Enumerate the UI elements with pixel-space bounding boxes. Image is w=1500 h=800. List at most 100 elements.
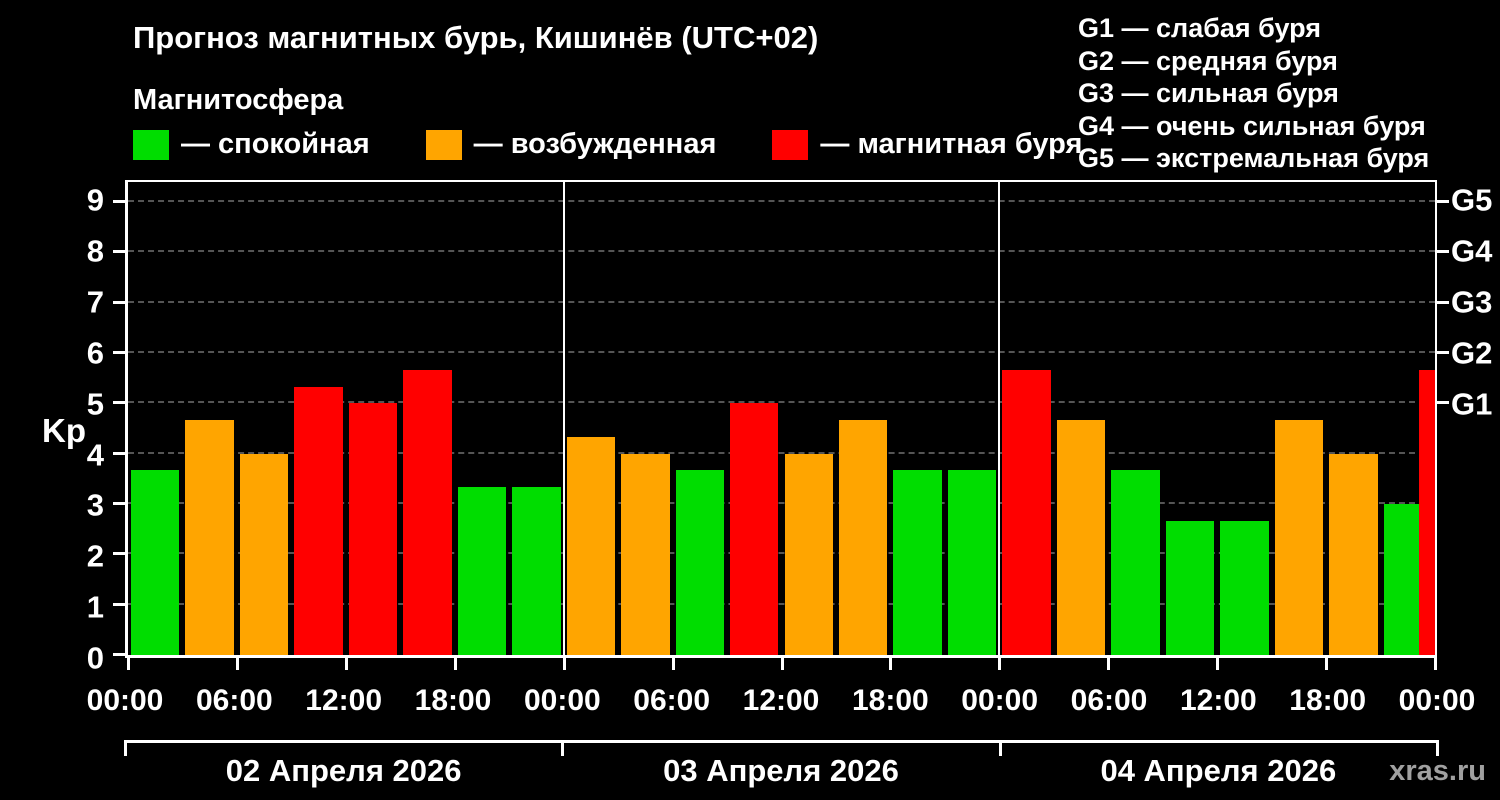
time-label: 00:00 xyxy=(523,684,601,717)
g-tick-label: G5 xyxy=(1451,182,1493,218)
y-axis-tick xyxy=(113,451,125,455)
g-tick-label: G4 xyxy=(1451,233,1493,269)
gridline xyxy=(128,552,1435,555)
gridline xyxy=(128,451,1435,454)
kp-bar xyxy=(1220,520,1269,655)
day-axis-tick xyxy=(561,740,565,756)
g-axis-tick xyxy=(1437,351,1449,355)
kp-bar xyxy=(403,369,452,655)
time-label: 18:00 xyxy=(414,684,492,717)
g-legend-line-g3: G3 — сильная буря xyxy=(1078,78,1339,108)
y-tick-label: 9 xyxy=(86,182,104,218)
kp-bar xyxy=(131,470,180,655)
y-tick-label: 6 xyxy=(86,335,104,371)
legend-label-active: — возбужденная xyxy=(473,128,717,160)
legend-item-quiet: — спокойная xyxy=(133,128,370,161)
x-axis-tick xyxy=(1434,658,1437,670)
day-labels: 02 Апреля 2026 03 Апреля 2026 04 Апреля 20… xyxy=(125,753,1437,793)
legend-item-storm: — магнитная буря xyxy=(772,128,1082,161)
kp-bar xyxy=(294,386,343,655)
legend-label-storm: — магнитная буря xyxy=(820,128,1083,160)
y-tick-label: 5 xyxy=(86,386,104,422)
g-tick-label: G3 xyxy=(1451,284,1493,320)
y-axis-tick xyxy=(113,653,125,656)
gridline xyxy=(128,351,1435,354)
y-axis-labels: 0 1 2 3 4 5 6 7 8 9 xyxy=(0,180,104,674)
kp-bar xyxy=(566,437,616,655)
gridline xyxy=(128,300,1435,303)
magnetosphere-legend: — спокойная — возбужденная — магнитная б… xyxy=(133,128,1082,161)
day-boundary-line xyxy=(562,182,565,655)
y-axis-tick xyxy=(113,401,125,405)
g-legend-line-g5: G5 — экстремальная буря xyxy=(1078,143,1430,173)
kp-bar xyxy=(239,453,289,655)
gridline xyxy=(128,602,1435,605)
y-axis-tick xyxy=(113,300,125,304)
day-axis-tick xyxy=(998,740,1002,756)
legend-swatch-active xyxy=(425,129,462,160)
time-label: 12:00 xyxy=(305,684,383,717)
time-label: 06:00 xyxy=(1070,684,1148,717)
g-legend-line-g2: G2 — средняя буря xyxy=(1078,45,1338,76)
day-label: 02 Апреля 2026 xyxy=(225,753,462,788)
x-axis-tick xyxy=(889,658,893,670)
y-axis-tick xyxy=(113,602,125,606)
g-legend-line-g1: G1 — слабая буря xyxy=(1078,13,1322,43)
kp-bar xyxy=(1419,369,1435,655)
y-tick-label: 4 xyxy=(86,437,104,473)
x-axis-tick xyxy=(1325,658,1329,670)
kp-bar xyxy=(1111,470,1160,655)
kp-bar xyxy=(893,470,942,655)
time-label: 06:00 xyxy=(633,684,711,717)
y-axis-tick xyxy=(113,250,125,254)
x-axis-tick xyxy=(344,658,348,670)
right-axis-labels: G1 G2 G3 G4 G5 xyxy=(1451,180,1500,658)
y-tick-label: 1 xyxy=(86,589,104,625)
x-axis-tick xyxy=(780,658,784,670)
x-axis-tick xyxy=(235,658,239,670)
y-tick-label: 7 xyxy=(86,284,104,320)
legend-swatch-quiet xyxy=(133,129,169,160)
g-legend-line-g4: G4 — очень сильная буря xyxy=(1078,110,1426,141)
x-axis-tick xyxy=(453,658,457,670)
y-axis-tick xyxy=(113,200,125,204)
time-label: 06:00 xyxy=(195,684,273,717)
day-label: 03 Апреля 2026 xyxy=(663,753,899,788)
x-axis-tick xyxy=(127,658,130,670)
kp-bar xyxy=(512,487,561,655)
kp-bar xyxy=(675,470,725,655)
watermark: xras.ru xyxy=(1389,755,1486,787)
legend-label-quiet: — спокойная xyxy=(181,128,370,160)
y-tick-label: 2 xyxy=(86,538,104,574)
g-axis-tick xyxy=(1437,250,1449,254)
kp-bar xyxy=(730,403,779,655)
day-boundary-line xyxy=(998,182,1001,655)
day-axis-tick xyxy=(1436,740,1439,756)
g-axis-tick xyxy=(1437,401,1449,405)
page-title: Прогноз магнитных бурь, Кишинёв (UTC+02) xyxy=(133,20,819,55)
legend-swatch-storm xyxy=(772,129,809,160)
gridline xyxy=(128,200,1435,203)
kp-bar xyxy=(1165,520,1215,655)
g-tick-label: G1 xyxy=(1451,386,1493,422)
y-tick-label: 0 xyxy=(86,640,104,676)
y-axis-title: Kp xyxy=(42,412,86,449)
x-axis-tick xyxy=(998,658,1002,670)
y-axis-tick xyxy=(113,502,125,506)
y-axis-tick xyxy=(113,351,125,355)
x-axis-tick xyxy=(1216,658,1220,670)
g-scale-legend: G1 — слабая буря G2 — средняя буря G3 — … xyxy=(1078,12,1429,175)
gridline xyxy=(128,401,1435,404)
y-tick-label: 3 xyxy=(86,487,104,523)
time-label: 12:00 xyxy=(1179,684,1257,717)
day-label: 04 Апреля 2026 xyxy=(1100,753,1337,788)
kp-bar xyxy=(1329,453,1378,655)
y-tick-label: 8 xyxy=(86,233,104,269)
kp-bar xyxy=(947,470,997,655)
legend-item-active: — возбужденная xyxy=(425,128,717,161)
day-axis-tick xyxy=(124,740,127,756)
kp-bar xyxy=(1002,369,1051,655)
x-axis-tick xyxy=(671,658,675,670)
time-label: 18:00 xyxy=(1289,684,1367,717)
